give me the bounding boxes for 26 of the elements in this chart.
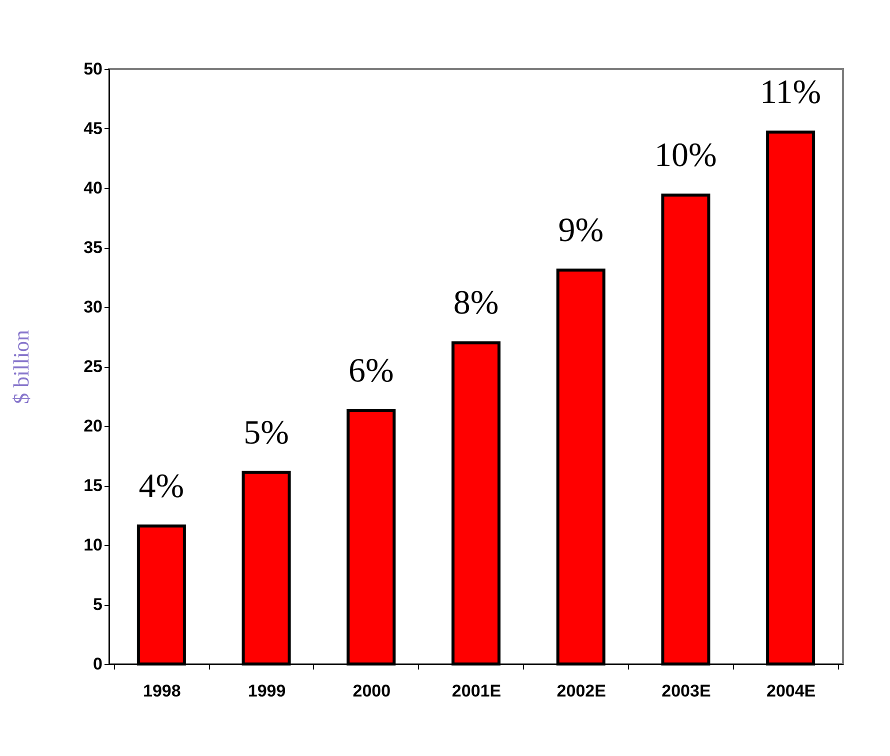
x-tick-label: 2002E — [556, 682, 606, 700]
y-tick-label: 20 — [84, 416, 102, 436]
x-tick-label: 2000 — [352, 682, 391, 700]
x-tick-label: 1998 — [143, 682, 181, 700]
annotation: 10% — [654, 137, 717, 174]
y-tick-label: 15 — [84, 476, 102, 495]
x-tick-label: 2004E — [766, 682, 816, 700]
x-tick-label: 2001E — [452, 682, 502, 700]
y-tick-label: 40 — [84, 178, 102, 198]
annotation: 6% — [348, 352, 394, 390]
y-tick-label: 5 — [93, 595, 102, 614]
y-tick-label: 30 — [84, 298, 102, 316]
y-tick-label: 45 — [84, 119, 102, 138]
annotation: 9% — [558, 212, 604, 250]
y-tick-label: 0 — [93, 654, 102, 674]
y-tick-label: 25 — [84, 357, 102, 376]
annotation: 11% — [760, 74, 822, 112]
x-tick-label: 1999 — [248, 682, 286, 700]
y-tick-label: 35 — [84, 238, 102, 257]
y-tick-label: 50 — [84, 60, 102, 78]
y-tick-label: 10 — [84, 536, 102, 554]
annotation: 4% — [138, 468, 184, 505]
annotation: 8% — [453, 284, 499, 322]
x-tick-label: 2003E — [662, 682, 711, 700]
y-axis-title: $ billion — [8, 330, 34, 404]
annotation: 5% — [244, 414, 289, 452]
